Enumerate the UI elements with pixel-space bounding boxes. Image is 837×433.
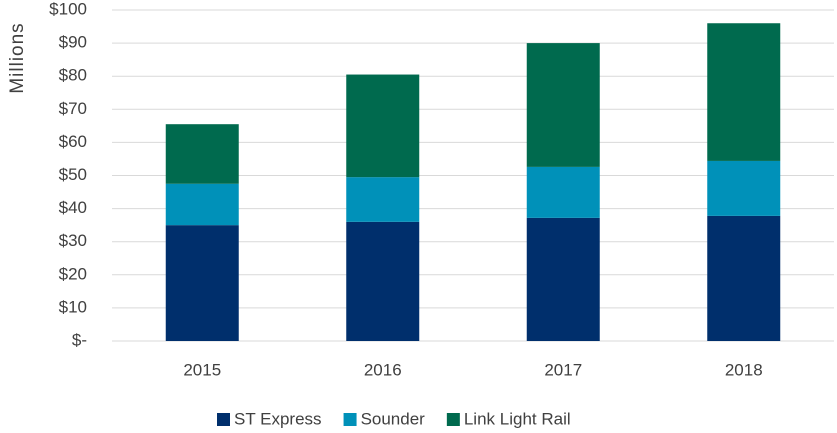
legend-swatch [343,413,357,426]
legend-label: ST Express [234,409,322,428]
bar-segment [165,124,239,184]
bar-segment [707,215,781,341]
y-tick-label: $- [72,330,87,349]
legend-swatch [217,413,230,426]
y-tick-label: $70 [59,99,87,118]
legend-label: Sounder [361,409,426,428]
y-tick-label: $40 [59,198,87,217]
y-tick-label: $60 [59,132,87,151]
y-axis-label: Millions [7,22,28,93]
bar-segment [707,23,781,161]
bar-segment [165,225,239,341]
bar-segment [346,177,420,222]
bar-segment [526,43,600,167]
bar-segment [707,160,781,216]
x-tick-label: 2016 [364,360,402,379]
legend-swatch [446,413,460,426]
bar-segment [526,217,600,341]
x-tick-label: 2015 [183,360,221,379]
x-tick-label: 2017 [544,360,582,379]
bar-segment [526,166,600,218]
bar-segment [165,183,239,226]
y-tick-label: $80 [59,66,87,85]
y-tick-label: $50 [59,165,87,184]
y-tick-label: $30 [59,231,87,250]
bar-segment [346,74,420,178]
y-tick-label: $20 [59,264,87,283]
legend-label: Link Light Rail [464,409,571,428]
y-tick-label: $90 [59,33,87,52]
bar-segment [346,221,420,341]
x-tick-label: 2018 [725,360,763,379]
y-tick-label: $100 [49,0,87,18]
y-tick-label: $10 [59,297,87,316]
